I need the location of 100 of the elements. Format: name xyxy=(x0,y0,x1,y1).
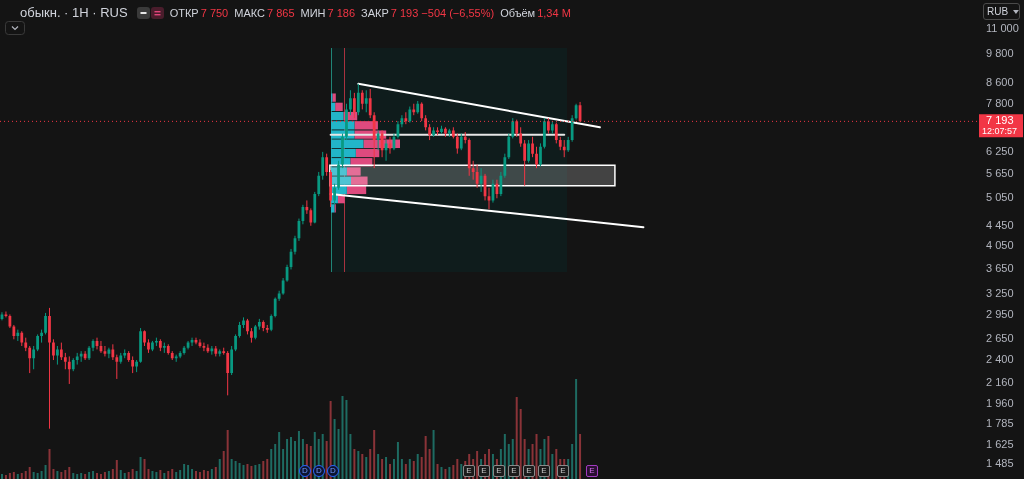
y-tick-label: 7 800 xyxy=(986,96,1014,109)
bar xyxy=(444,469,447,479)
bar xyxy=(107,471,110,479)
bar xyxy=(369,449,372,479)
annotation: E xyxy=(493,465,505,477)
candlestick xyxy=(321,151,325,181)
text: 12:07:57 xyxy=(982,125,1018,136)
bar xyxy=(214,467,217,479)
candlestick xyxy=(226,350,230,396)
candlestick xyxy=(511,117,515,139)
bar xyxy=(238,463,241,479)
candlestick xyxy=(420,101,424,122)
bar xyxy=(420,457,423,479)
bar xyxy=(96,473,99,479)
bar xyxy=(460,464,463,479)
candlestick xyxy=(44,312,47,335)
bar xyxy=(92,471,95,479)
candlestick xyxy=(28,345,32,374)
annotation: E xyxy=(538,465,550,477)
text: 7 193 −504 (−6,55%) xyxy=(390,6,495,19)
bar xyxy=(325,441,328,479)
candlestick xyxy=(376,129,380,151)
annotation: E xyxy=(586,465,598,477)
y-tick-label: 1 785 xyxy=(986,417,1014,430)
bar xyxy=(345,400,348,479)
bar xyxy=(290,437,293,479)
bar xyxy=(0,474,3,479)
bar xyxy=(555,449,558,479)
bar xyxy=(183,464,186,479)
text: МАКС xyxy=(234,6,265,19)
bar xyxy=(72,473,75,479)
bar xyxy=(179,470,182,479)
bar xyxy=(579,434,582,479)
bar xyxy=(226,430,229,479)
candlestick xyxy=(56,345,59,366)
bar xyxy=(282,449,285,479)
candlestick xyxy=(206,343,210,354)
y-tick-label: 6 250 xyxy=(986,144,1014,157)
bar xyxy=(381,459,384,479)
bar xyxy=(155,472,158,479)
bar xyxy=(195,471,197,479)
y-tick-label: 3 250 xyxy=(986,287,1014,300)
bar xyxy=(159,470,162,479)
candlestick xyxy=(83,350,87,361)
bar xyxy=(36,473,39,479)
bar xyxy=(171,469,174,479)
bar xyxy=(32,472,35,479)
bar xyxy=(84,474,87,479)
currency-button: RUB xyxy=(983,3,1020,20)
y-tick-label: 3 650 xyxy=(986,261,1014,274)
y-tick-label: 9 800 xyxy=(986,47,1014,60)
bar xyxy=(278,432,281,479)
bar xyxy=(16,474,19,479)
candlestick xyxy=(531,136,534,158)
bar xyxy=(365,457,368,479)
y-tick-label: 2 650 xyxy=(986,331,1014,344)
candlestick xyxy=(364,89,368,113)
bar xyxy=(262,461,265,479)
bar xyxy=(297,431,300,479)
bar xyxy=(151,471,154,479)
y-tick-label: 2 950 xyxy=(986,308,1014,321)
bar xyxy=(571,444,574,479)
bar xyxy=(400,459,403,479)
bar xyxy=(187,465,190,479)
candlestick xyxy=(475,163,479,189)
bar xyxy=(20,473,23,479)
ref-line-label: 7 193 xyxy=(986,114,1014,127)
bar xyxy=(456,459,459,479)
bar xyxy=(424,436,427,479)
bar xyxy=(218,459,221,479)
bar xyxy=(139,457,142,479)
candlestick xyxy=(523,139,527,187)
y-tick-label: 1 960 xyxy=(986,397,1014,410)
bar xyxy=(210,469,213,479)
bar xyxy=(230,459,233,479)
bar xyxy=(373,430,376,479)
bar xyxy=(44,465,47,479)
candlestick xyxy=(539,142,542,167)
bar xyxy=(408,459,411,479)
bar xyxy=(361,454,364,479)
text: ЗАКР xyxy=(361,6,389,19)
candlestick xyxy=(67,355,71,385)
bar xyxy=(428,449,431,479)
bar xyxy=(167,471,170,479)
bar xyxy=(270,449,273,479)
y-tick-label: 4 050 xyxy=(986,239,1014,252)
bar xyxy=(135,471,138,479)
y-tick-label: 1 485 xyxy=(986,457,1014,470)
bar xyxy=(519,409,522,479)
bar xyxy=(412,461,415,479)
bar xyxy=(385,457,388,479)
candlestick xyxy=(349,89,352,116)
candlestick xyxy=(455,133,459,155)
bar xyxy=(452,465,455,479)
bar xyxy=(103,472,106,479)
candlestick xyxy=(52,338,55,361)
bar xyxy=(476,451,479,479)
bar xyxy=(163,473,166,479)
candlestick xyxy=(32,345,36,370)
y-tick-label: 1 625 xyxy=(986,437,1014,450)
